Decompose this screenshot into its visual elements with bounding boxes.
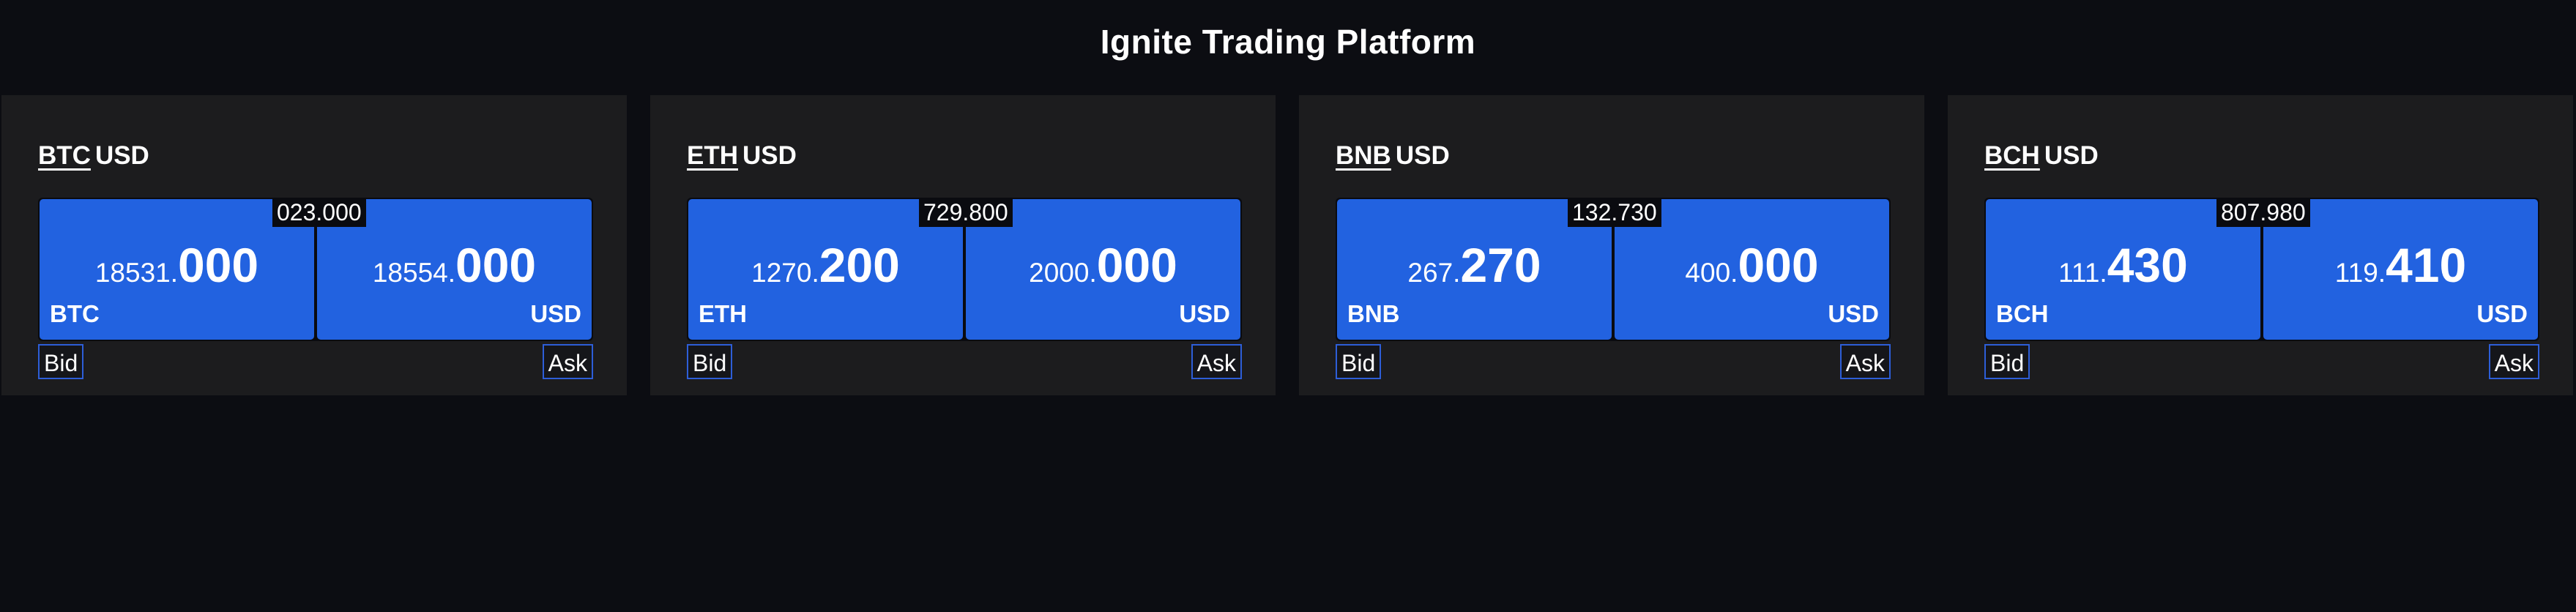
- bid-price-tile[interactable]: 111.430 BCH: [1986, 199, 2260, 340]
- bid-price-tile[interactable]: 18531.000 BTC: [40, 199, 314, 340]
- ask-button[interactable]: Ask: [1839, 344, 1891, 379]
- bid-price-decimals: 270: [1460, 238, 1541, 292]
- quote-currency: USD: [1395, 141, 1450, 170]
- pair-title: BNB USD: [1336, 138, 1450, 174]
- pair-title: BCH USD: [1984, 138, 2099, 174]
- bid-currency: BTC: [50, 300, 100, 327]
- ask-currency: USD: [2476, 300, 2528, 327]
- bid-price: 18531.000: [40, 237, 314, 293]
- bid-currency: ETH: [699, 300, 747, 327]
- ask-price-decimals: 000: [1738, 238, 1819, 292]
- base-currency-link[interactable]: BCH: [1984, 141, 2040, 170]
- pair-card-btc: BTC USD 18531.000 BTC 18554.000 USD 023.…: [1, 95, 627, 395]
- pair-card-bnb: BNB USD 267.270 BNB 400.000 USD 132.730: [1299, 95, 1924, 395]
- ask-price-integer: 18554.: [372, 258, 456, 288]
- bid-currency: BCH: [1996, 300, 2049, 327]
- bid-price-decimals: 000: [178, 238, 259, 292]
- bid-price-integer: 1270.: [751, 258, 819, 288]
- pair-title: ETH USD: [687, 138, 797, 174]
- bid-price-integer: 111.: [2058, 258, 2107, 288]
- ask-price-decimals: 000: [455, 238, 537, 292]
- bid-button[interactable]: Bid: [38, 344, 84, 379]
- ask-price: 18554.000: [317, 237, 592, 293]
- ask-price: 119.410: [2263, 237, 2538, 293]
- bid-price-tile[interactable]: 267.270 BNB: [1337, 199, 1612, 340]
- quote-currency: USD: [742, 141, 797, 170]
- spread-value: 132.730: [1568, 198, 1661, 227]
- ask-button[interactable]: Ask: [2488, 344, 2539, 379]
- base-currency-link[interactable]: ETH: [687, 141, 738, 170]
- pair-card-bch: BCH USD 111.430 BCH 119.410 USD 807.980: [1948, 95, 2573, 395]
- ask-button[interactable]: Ask: [1191, 344, 1242, 379]
- quote-currency: USD: [2044, 141, 2099, 170]
- bid-button[interactable]: Bid: [1336, 344, 1382, 379]
- page-title: Ignite Trading Platform: [1100, 23, 1476, 61]
- bid-price: 267.270: [1337, 237, 1612, 293]
- ask-price: 2000.000: [966, 237, 1240, 293]
- bid-price-decimals: 430: [2107, 238, 2188, 292]
- bid-price-decimals: 200: [819, 238, 900, 292]
- bid-price-tile[interactable]: 1270.200 ETH: [688, 199, 963, 340]
- quote-currency: USD: [94, 141, 149, 170]
- bid-price: 111.430: [1986, 237, 2260, 293]
- ask-price-integer: 400.: [1685, 258, 1738, 288]
- ask-currency: USD: [1179, 300, 1230, 327]
- quote-panel: 1270.200 ETH 2000.000 USD: [687, 198, 1242, 341]
- bid-currency: BNB: [1347, 300, 1400, 327]
- spread-value: 729.800: [919, 198, 1013, 227]
- ask-price-integer: 2000.: [1029, 258, 1097, 288]
- spread-value: 807.980: [2216, 198, 2310, 227]
- ask-price: 400.000: [1615, 237, 1889, 293]
- base-currency-link[interactable]: BTC: [38, 141, 91, 170]
- bid-button[interactable]: Bid: [687, 344, 733, 379]
- spread-value: 023.000: [272, 198, 366, 227]
- pair-card-eth: ETH USD 1270.200 ETH 2000.000 USD 729.80…: [650, 95, 1276, 395]
- ask-price-decimals: 410: [2386, 238, 2467, 292]
- currency-pair-cards: BTC USD 18531.000 BTC 18554.000 USD 023.…: [0, 95, 2576, 395]
- ask-price-integer: 119.: [2334, 258, 2386, 288]
- ask-button[interactable]: Ask: [542, 344, 593, 379]
- pair-title: BTC USD: [38, 138, 149, 174]
- quote-panel: 267.270 BNB 400.000 USD: [1336, 198, 1891, 341]
- bid-price-integer: 18531.: [94, 258, 179, 288]
- ask-currency: USD: [530, 300, 581, 327]
- bid-button[interactable]: Bid: [1984, 344, 2030, 379]
- ask-price-tile[interactable]: 18554.000 USD: [317, 199, 592, 340]
- bid-price-integer: 267.: [1407, 258, 1461, 288]
- bid-price: 1270.200: [688, 237, 963, 293]
- base-currency-link[interactable]: BNB: [1336, 141, 1391, 170]
- ask-currency: USD: [1828, 300, 1879, 327]
- ask-price-decimals: 000: [1096, 238, 1177, 292]
